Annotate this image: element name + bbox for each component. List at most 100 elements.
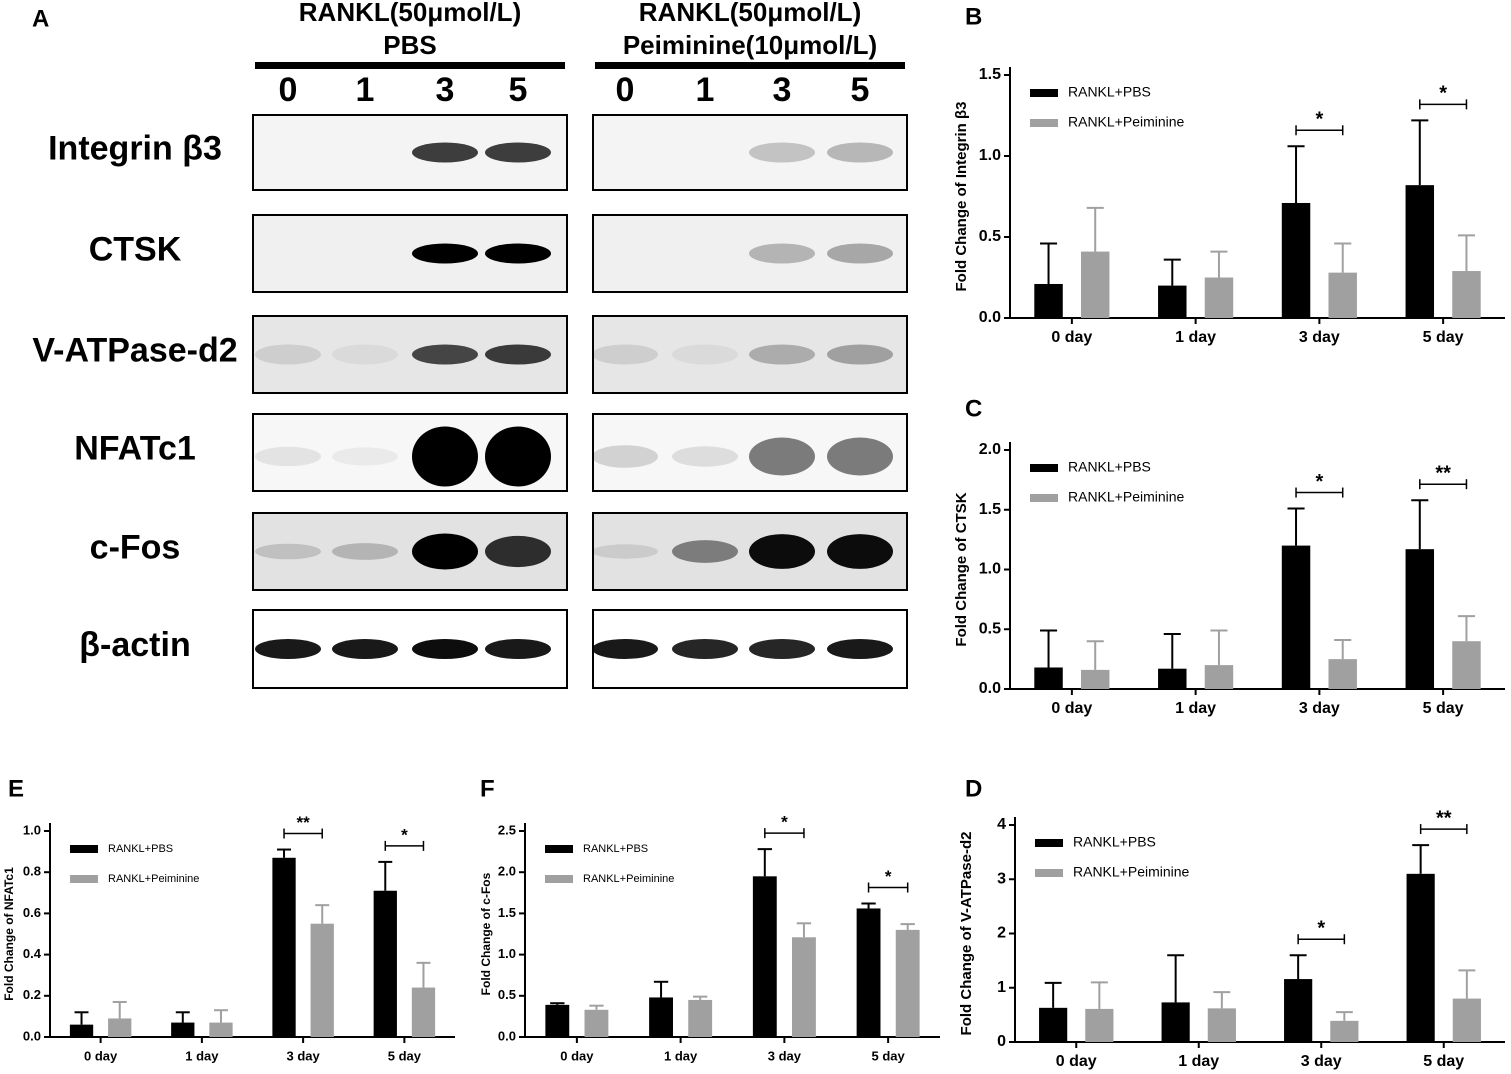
- bar: [1080, 669, 1110, 689]
- legend-swatch: [1030, 119, 1058, 127]
- y-tick-label: 1.5: [498, 905, 516, 920]
- legend-swatch: [70, 875, 98, 883]
- y-axis-label: Fold Change of Integrin β3: [953, 102, 970, 292]
- legend-label: RANKL+PBS: [1068, 84, 1151, 100]
- bar: [209, 1022, 233, 1037]
- bar: [895, 929, 920, 1037]
- bar: [792, 937, 816, 1037]
- bar: [1158, 668, 1187, 689]
- band: [749, 142, 815, 163]
- bar: [1330, 1020, 1359, 1042]
- bar: [1452, 641, 1481, 689]
- group-title: Peiminine(10μmol/L): [623, 30, 877, 60]
- panel-label: F: [480, 775, 495, 802]
- bar: [1039, 1007, 1068, 1042]
- band: [255, 446, 321, 467]
- band: [255, 639, 321, 659]
- band: [592, 344, 658, 365]
- band: [592, 544, 658, 559]
- lane-label: 5: [509, 71, 528, 109]
- band: [412, 533, 478, 570]
- panel-label: A: [32, 5, 49, 32]
- x-tick-label: 5 day: [872, 1048, 906, 1063]
- x-tick-label: 1 day: [185, 1048, 219, 1063]
- band: [412, 344, 478, 365]
- y-tick-label: 3: [997, 870, 1006, 887]
- y-tick-label: 0: [997, 1033, 1006, 1050]
- x-tick-label: 3 day: [768, 1048, 802, 1063]
- sig-label: *: [1315, 109, 1323, 131]
- x-tick-label: 5 day: [388, 1048, 422, 1063]
- legend-label: RANKL+Peiminine: [1068, 489, 1185, 505]
- panel-label: E: [8, 775, 24, 802]
- sig-label: *: [1315, 471, 1323, 493]
- bar: [1281, 202, 1311, 318]
- band: [827, 243, 893, 264]
- y-tick-label: 0.8: [23, 864, 41, 879]
- y-axis-label: Fold Change of V-ATPase-d2: [958, 832, 975, 1036]
- legend-label: RANKL+PBS: [108, 843, 173, 855]
- x-tick-label: 3 day: [1299, 329, 1340, 346]
- legend-swatch: [1035, 869, 1063, 877]
- x-tick-label: 3 day: [287, 1048, 321, 1063]
- band: [592, 639, 658, 659]
- x-tick-label: 0 day: [84, 1048, 118, 1063]
- y-tick-label: 0.5: [979, 620, 1001, 637]
- bar: [1452, 271, 1481, 318]
- bar: [1034, 283, 1063, 318]
- band: [485, 639, 551, 659]
- band: [485, 344, 551, 365]
- band: [672, 540, 738, 563]
- y-tick-label: 1.5: [979, 501, 1001, 518]
- bar: [1204, 277, 1234, 318]
- x-tick-label: 0 day: [1051, 700, 1092, 717]
- lane-label: 0: [616, 71, 635, 109]
- y-tick-label: 2.0: [979, 441, 1001, 458]
- lane-label: 3: [773, 71, 792, 109]
- group-title: PBS: [383, 30, 436, 60]
- bar: [649, 997, 673, 1037]
- band: [332, 639, 398, 659]
- y-tick-label: 1.5: [979, 66, 1001, 83]
- legend-swatch: [1030, 464, 1058, 472]
- band: [412, 426, 478, 487]
- bar: [1085, 1008, 1114, 1042]
- band: [749, 437, 815, 476]
- bar: [272, 857, 296, 1037]
- legend-label: RANKL+Peiminine: [1068, 114, 1185, 130]
- y-tick-label: 2: [997, 925, 1006, 942]
- legend-swatch: [545, 845, 573, 853]
- band: [827, 534, 893, 569]
- y-tick-label: 0.5: [979, 228, 1001, 245]
- group-title: RANKL(50μmol/L): [299, 0, 521, 27]
- band: [827, 142, 893, 163]
- y-tick-label: 1.0: [979, 147, 1001, 164]
- bar: [1080, 251, 1110, 318]
- band: [412, 142, 478, 163]
- bar: [171, 1022, 195, 1037]
- band: [592, 445, 658, 468]
- blot-box: [592, 214, 908, 293]
- row-label: V-ATPase-d2: [32, 331, 237, 369]
- band: [412, 243, 478, 264]
- legend-label: RANKL+Peiminine: [1073, 864, 1190, 880]
- band: [749, 534, 815, 569]
- bar: [108, 1018, 132, 1037]
- y-tick-label: 4: [997, 816, 1006, 833]
- bar: [310, 923, 334, 1037]
- bar: [373, 890, 397, 1037]
- lane-label: 1: [356, 71, 375, 109]
- panel-label: D: [965, 775, 982, 802]
- sig-label: *: [1439, 83, 1447, 105]
- y-tick-label: 1.0: [979, 561, 1001, 578]
- sig-label: *: [401, 825, 408, 844]
- x-tick-label: 5 day: [1423, 329, 1464, 346]
- band: [485, 142, 551, 163]
- band: [749, 639, 815, 659]
- y-tick-label: 0.5: [498, 987, 516, 1002]
- legend-label: RANKL+PBS: [583, 843, 648, 855]
- group-bar: [595, 62, 905, 69]
- bar: [1284, 979, 1313, 1042]
- band: [749, 243, 815, 264]
- band: [827, 437, 893, 476]
